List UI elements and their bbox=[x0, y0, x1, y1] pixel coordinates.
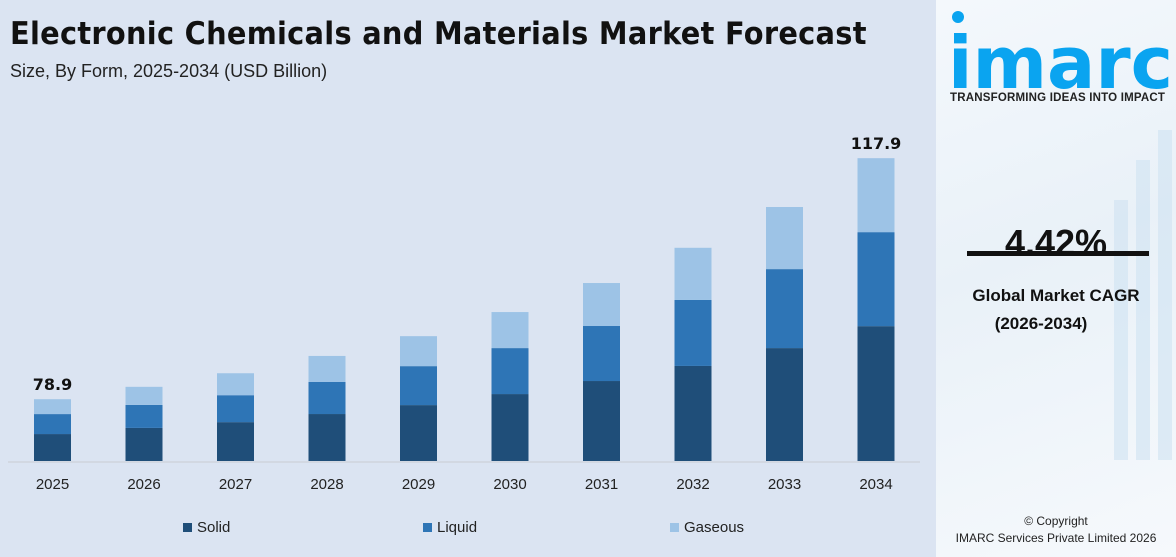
legend-label: Liquid bbox=[437, 519, 478, 536]
bar-liquid-2025 bbox=[34, 414, 71, 435]
divider bbox=[967, 251, 1149, 256]
bar-solid-2032 bbox=[674, 365, 712, 461]
tagline: TRANSFORMING IDEAS INTO IMPACT bbox=[950, 92, 1166, 104]
background-decoration bbox=[1114, 200, 1128, 460]
cagr-period: (2026-2034) bbox=[994, 314, 1088, 333]
bar-liquid-2026 bbox=[125, 404, 163, 428]
x-tick-label: 2032 bbox=[676, 476, 709, 493]
bar-gaseous-2032 bbox=[674, 247, 712, 300]
legend-swatch bbox=[423, 523, 432, 532]
logo-text: imarc bbox=[948, 21, 1173, 93]
background-decoration bbox=[1158, 130, 1172, 460]
legend-label: Gaseous bbox=[684, 519, 745, 536]
bar-gaseous-2028 bbox=[308, 355, 346, 382]
legend-item-gaseous: Gaseous bbox=[670, 519, 744, 536]
bar-liquid-2033 bbox=[766, 269, 803, 349]
bar-liquid-2032 bbox=[674, 299, 712, 366]
bar-gaseous-2033 bbox=[766, 207, 803, 270]
bar-liquid-2031 bbox=[583, 326, 620, 382]
bar-solid-2034 bbox=[857, 326, 895, 461]
legend-item-solid: Solid bbox=[183, 519, 230, 536]
legend-item-liquid: Liquid bbox=[423, 519, 477, 536]
data-label-2025: 78.9 bbox=[33, 375, 72, 394]
bar-gaseous-2031 bbox=[583, 283, 620, 327]
bar-gaseous-2027 bbox=[217, 373, 254, 396]
chart-panel: Electronic Chemicals and Materials Marke… bbox=[0, 16, 936, 539]
bar-gaseous-2034 bbox=[857, 158, 895, 233]
bar-liquid-2030 bbox=[491, 348, 529, 395]
bar-solid-2031 bbox=[583, 381, 620, 461]
x-tick-label: 2026 bbox=[127, 476, 160, 493]
chart-title: Electronic Chemicals and Materials Marke… bbox=[10, 16, 867, 52]
cagr-label: Global Market CAGR bbox=[972, 286, 1140, 305]
imarc-logo: imarc bbox=[948, 11, 1173, 93]
bar-solid-2025 bbox=[34, 434, 71, 461]
x-tick-label: 2033 bbox=[768, 476, 801, 493]
bar-gaseous-2029 bbox=[400, 336, 437, 367]
background-decoration bbox=[1136, 160, 1150, 460]
copyright: © Copyright bbox=[1024, 514, 1088, 528]
x-tick-label: 2031 bbox=[585, 476, 618, 493]
bar-solid-2030 bbox=[491, 394, 529, 461]
info-panel: imarc TRANSFORMING IDEAS INTO IMPACT 4.4… bbox=[936, 0, 1176, 557]
copyright-owner: IMARC Services Private Limited 2026 bbox=[955, 531, 1157, 545]
data-label-2034: 117.9 bbox=[851, 134, 902, 153]
bar-liquid-2029 bbox=[400, 366, 437, 406]
bar-gaseous-2030 bbox=[491, 312, 529, 349]
chart-subtitle: Size, By Form, 2025-2034 (USD Billion) bbox=[10, 61, 328, 81]
legend-swatch bbox=[670, 523, 679, 532]
x-tick-label: 2028 bbox=[310, 476, 343, 493]
bar-gaseous-2026 bbox=[125, 386, 163, 405]
bar-solid-2026 bbox=[125, 427, 163, 461]
bar-solid-2029 bbox=[400, 405, 437, 461]
bar-solid-2028 bbox=[308, 414, 346, 461]
bar-liquid-2034 bbox=[857, 232, 895, 327]
x-tick-label: 2027 bbox=[219, 476, 252, 493]
x-tick-label: 2030 bbox=[493, 476, 526, 493]
bar-gaseous-2025 bbox=[34, 399, 71, 415]
legend-swatch bbox=[183, 523, 192, 532]
bar-solid-2033 bbox=[766, 348, 803, 461]
bar-liquid-2028 bbox=[308, 381, 346, 415]
x-tick-label: 2025 bbox=[36, 476, 69, 493]
legend: Solid Liquid Gaseous bbox=[0, 519, 936, 539]
cagr-value: 4.42% bbox=[1004, 222, 1108, 263]
x-tick-label: 2029 bbox=[402, 476, 435, 493]
bar-chart: 2025 78.9 2026 2027 2028 2029 2030 2031 2032 2033… bbox=[8, 134, 920, 493]
legend-label: Solid bbox=[197, 519, 231, 536]
bar-solid-2027 bbox=[217, 422, 254, 461]
bar-liquid-2027 bbox=[217, 395, 254, 423]
x-tick-label: 2034 bbox=[859, 476, 892, 493]
